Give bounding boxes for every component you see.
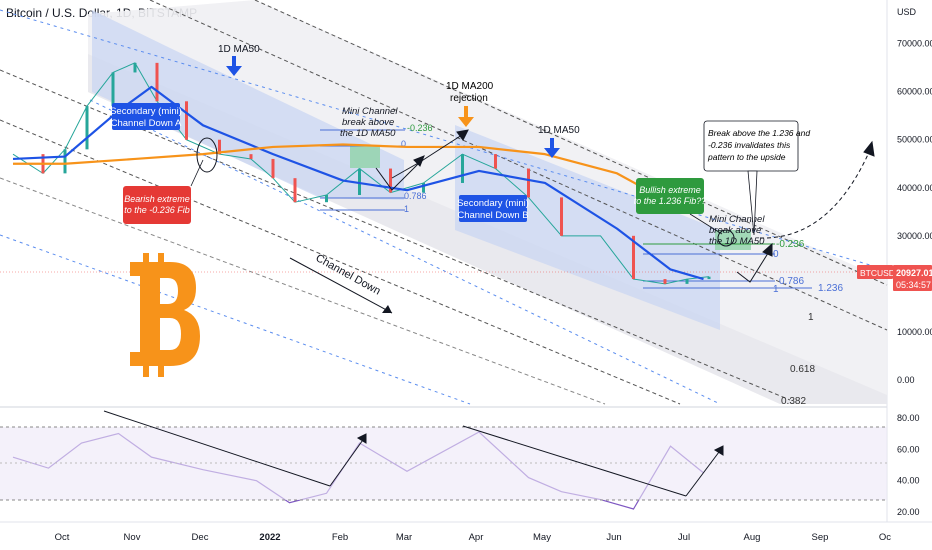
- channel-lines: [0, 0, 888, 405]
- ma50-arrow-a: [226, 56, 242, 76]
- rsi-bands: [0, 426, 887, 501]
- fib2-label-0786: 0.786: [779, 276, 804, 287]
- svg-text:Mini Channel: Mini Channel: [342, 106, 398, 117]
- fib2-label-m0236: -0.236: [776, 239, 805, 250]
- channel-fib-0382: 0.382: [781, 396, 806, 407]
- svg-text:break above: break above: [342, 117, 394, 128]
- svg-text:the 1D MA50: the 1D MA50: [340, 128, 396, 139]
- channel-down-label: Channel Down: [314, 252, 383, 297]
- price-tick-label: 30000.00: [897, 231, 932, 241]
- fib1-label-1: 1: [404, 204, 409, 214]
- time-tick-label: Dec: [192, 532, 209, 543]
- svg-text:break above: break above: [709, 225, 761, 236]
- price-tick-label: 0.00: [897, 375, 915, 385]
- rsi-tick-label: 20.00: [897, 507, 920, 517]
- svg-text:Bullish extreme: Bullish extreme: [639, 185, 701, 195]
- bearish-extreme-label: Bearish extreme to the -0.236 Fib: [123, 137, 218, 224]
- time-tick-label: Oct: [55, 532, 70, 543]
- svg-text:-0.236 invalidates this: -0.236 invalidates this: [708, 140, 791, 150]
- rsi-tick-label: 60.00: [897, 444, 920, 454]
- projection-arrows: [375, 129, 875, 283]
- fib-set-2: [643, 230, 812, 289]
- fib1-label-m0236: -0.236: [407, 123, 433, 133]
- svg-text:05:34:57: 05:34:57: [896, 280, 931, 290]
- time-tick-label: Jun: [606, 532, 621, 543]
- rsi-tick-label: 40.00: [897, 476, 920, 486]
- mini-channel-b: [455, 125, 720, 330]
- time-tick-label: Aug: [744, 532, 761, 543]
- rsi-tick-label: 80.00: [897, 413, 920, 423]
- ma200-label-line2: rejection: [450, 93, 488, 104]
- svg-text:20927.01: 20927.01: [896, 268, 932, 278]
- price-tick-label: 40000.00: [897, 183, 932, 193]
- ma50-label-b: 1D MA50: [538, 125, 580, 136]
- fib2-label-0: 0: [773, 249, 779, 260]
- time-tick-label: Nov: [124, 532, 141, 543]
- ma50-label-a: 1D MA50: [218, 44, 260, 55]
- time-tick-label: Sep: [812, 532, 829, 543]
- price-tick-label: 60000.00: [897, 87, 932, 97]
- bitcoin-logo: [130, 253, 200, 377]
- time-tick-label: Mar: [396, 532, 412, 543]
- svg-text:to the 1.236 Fib??: to the 1.236 Fib??: [634, 196, 707, 206]
- fib1-label-0786: 0.786: [404, 191, 427, 201]
- mini-break-note-2: Mini Channel break above the 1D MA50: [709, 214, 765, 247]
- fib2-label-1236: 1.236: [818, 283, 843, 294]
- svg-text:Channel Down A: Channel Down A: [111, 118, 182, 129]
- ma200-arrow: [458, 106, 474, 127]
- price-tick-label: 50000.00: [897, 135, 932, 145]
- bullish-extreme-label: Bullish extreme to the 1.236 Fib??: [634, 178, 735, 247]
- fib1-label-0: 0: [401, 139, 406, 149]
- time-tick-label: Oc: [879, 532, 891, 543]
- channel-fib-1: 1: [808, 312, 814, 323]
- fib2-label-1: 1: [773, 284, 779, 295]
- channel-fib-0618: 0.618: [790, 364, 815, 375]
- svg-text:BTCUSD: BTCUSD: [860, 268, 895, 278]
- price-series-layer: [12, 62, 711, 285]
- time-tick-label: Feb: [332, 532, 348, 543]
- svg-text:Mini Channel: Mini Channel: [709, 214, 765, 225]
- mini-channel-a: [92, 10, 404, 200]
- series-1d-ma200: [13, 143, 688, 213]
- mini-channel-a-label: Secondary (mini) Channel Down A: [110, 103, 182, 130]
- price-tick-label: 70000.00: [897, 39, 932, 49]
- last-price-tag: BTCUSD 20927.01 05:34:57: [857, 265, 932, 291]
- time-tick-label: Apr: [469, 532, 484, 543]
- rsi-trendlines: [103, 410, 724, 497]
- invalidation-callout: Break above the 1.236 and -0.236 invalid…: [703, 120, 810, 236]
- time-tick-label: May: [533, 532, 551, 543]
- svg-text:pattern to the upside: pattern to the upside: [707, 152, 786, 162]
- channel-down-arrow: [289, 257, 393, 314]
- time-tick-label: 2022: [259, 532, 280, 543]
- svg-text:Secondary (mini): Secondary (mini): [110, 106, 182, 117]
- svg-text:Secondary (mini): Secondary (mini): [457, 198, 529, 209]
- svg-text:Channel Down B: Channel Down B: [457, 210, 528, 221]
- ma50-arrow-b: [544, 138, 560, 158]
- svg-text:Bearish extreme: Bearish extreme: [124, 194, 190, 204]
- svg-text:Break above the 1.236 and: Break above the 1.236 and: [708, 128, 810, 138]
- mini-break-note-1: Mini Channel break above the 1D MA50: [340, 106, 398, 139]
- svg-text:to the -0.236 Fib: to the -0.236 Fib: [124, 205, 190, 215]
- svg-text:the 1D MA50: the 1D MA50: [709, 236, 765, 247]
- mini-channel-b-label: Secondary (mini) Channel Down B: [457, 195, 529, 222]
- price-tick-label: 10000.00: [897, 327, 932, 337]
- currency-label: USD: [897, 7, 917, 17]
- ma200-label-line1: 1D MA200: [446, 81, 494, 92]
- time-tick-label: Jul: [678, 532, 690, 543]
